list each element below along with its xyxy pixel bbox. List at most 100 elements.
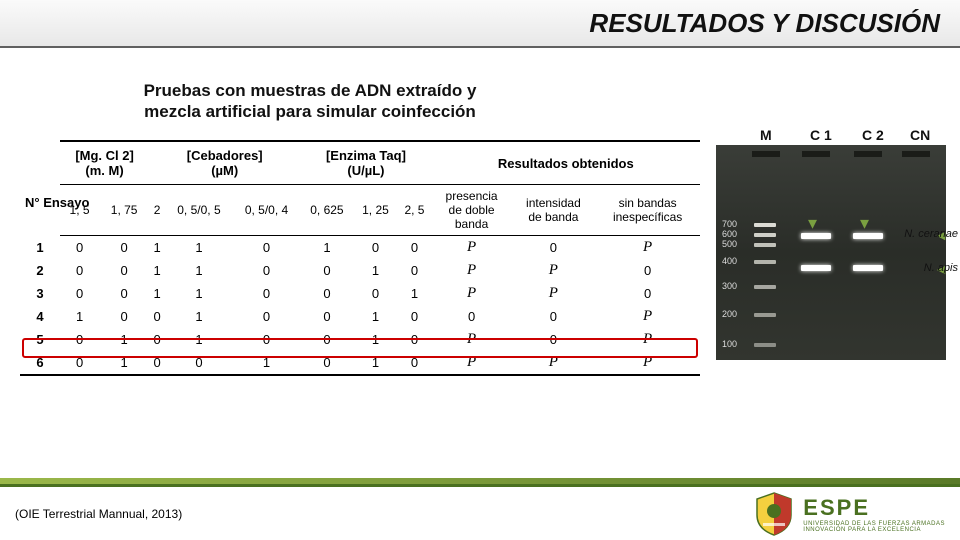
col-header: presenciade doblebanda [432,185,512,236]
table-cell: 0 [60,259,99,282]
ladder-label: 100 [722,339,737,349]
table-cell: 0 [99,305,149,328]
col-header: sin bandasinespecíficas [595,185,700,236]
table-cell: P [512,351,596,375]
table-cell: 0 [233,328,301,351]
logo-acronym: ESPE [803,495,945,521]
table-cell: 0 [60,328,99,351]
table-cell: 0 [300,305,353,328]
table-cell: 0 [300,259,353,282]
table-cell: P [512,259,596,282]
species-label: N. ceranae [904,228,958,240]
table-cell: 0 [397,259,431,282]
table-cell: 0 [397,305,431,328]
table-row: 601001010PPP [20,351,700,375]
table-cell: 0 [354,282,398,305]
table-cell: 1 [397,282,431,305]
table-cell: 1 [165,328,233,351]
table-cell: 0 [512,305,596,328]
table-cell: 1 [165,236,233,260]
table-cell: 0 [149,328,165,351]
col-group-header: [Mg. Cl 2](m. M) [60,141,149,185]
table-cell: 0 [233,236,301,260]
lane-label: M [760,127,772,143]
table-cell: 1 [149,259,165,282]
table-cell: P [432,259,512,282]
col-group-header: Resultados obtenidos [432,141,700,185]
table-cell: 0 [300,328,353,351]
table-cell: P [595,351,700,375]
table-cell: P [432,282,512,305]
lane-label: CN [910,127,930,143]
table-cell: 1 [165,305,233,328]
table-cell: 0 [99,282,149,305]
lane-label: C 1 [810,127,832,143]
table-cell: 1 [300,236,353,260]
table-cell: 0 [60,351,99,375]
table-cell: 1 [354,351,398,375]
table-cell: 0 [397,351,431,375]
ladder-label: 400 [722,256,737,266]
table-cell: P [595,236,700,260]
col-header: 1, 5 [60,185,99,236]
ladder-label: 700 [722,219,737,229]
table-cell: 1 [354,328,398,351]
table-cell: 0 [233,259,301,282]
table-cell: 1 [99,328,149,351]
table-cell: 0 [60,236,99,260]
footer: (OIE Terrestrial Mannual, 2013) ESPE UNI… [0,484,960,540]
title-bar: RESULTADOS Y DISCUSIÓN [0,0,960,48]
table-cell: 1 [233,351,301,375]
table-row: 501010010P0P [20,328,700,351]
col-header: intensidadde banda [512,185,596,236]
table-cell: 1 [149,282,165,305]
col-header: 0, 5/0, 4 [233,185,301,236]
table-row: 41001001000P [20,305,700,328]
col-header: 0, 625 [300,185,353,236]
page-title: RESULTADOS Y DISCUSIÓN [589,8,940,39]
ladder-label: 200 [722,309,737,319]
table-cell: 1 [165,282,233,305]
table-cell: 0 [99,236,149,260]
table-cell: P [432,351,512,375]
col-group-header: [Cebadores](µM) [149,141,300,185]
table-cell: P [432,236,512,260]
table-cell: 0 [99,259,149,282]
table-cell: 1 [354,305,398,328]
table-cell: 0 [354,236,398,260]
table-cell: 0 [300,351,353,375]
table-cell: 0 [300,282,353,305]
species-label: N. apis [924,262,958,274]
ladder-label: 600 [722,229,737,239]
col-header: 1, 25 [354,185,398,236]
citation: (OIE Terrestrial Mannual, 2013) [15,507,182,521]
table-cell: P [595,328,700,351]
table-cell: 0 [149,351,165,375]
col-header: 2, 5 [397,185,431,236]
table-cell: 0 [512,328,596,351]
table-cell: 1 [99,351,149,375]
table-cell: P [512,282,596,305]
table-cell: 0 [397,236,431,260]
table-cell: 0 [165,351,233,375]
table-cell: 1 [149,236,165,260]
table-cell: 1 [60,305,99,328]
table-row: 300110001PP0 [20,282,700,305]
subtitle: Pruebas con muestras de ADN extraído y m… [120,80,500,123]
table-cell: 0 [233,282,301,305]
logo-line2: INNOVACIÓN PARA LA EXCELENCIA [803,527,945,533]
shield-icon [753,491,795,537]
table-row: 100110100P0P [20,236,700,260]
ladder-label: 300 [722,281,737,291]
lane-label: C 2 [862,127,884,143]
table-row: 200110010PP0 [20,259,700,282]
table-cell: 0 [397,328,431,351]
table-cell: 0 [233,305,301,328]
table-cell: 1 [354,259,398,282]
table-cell: P [432,328,512,351]
table-cell: 0 [432,305,512,328]
col-header: 2 [149,185,165,236]
table-cell: 0 [512,236,596,260]
table-cell: 1 [165,259,233,282]
table-cell: P [595,305,700,328]
